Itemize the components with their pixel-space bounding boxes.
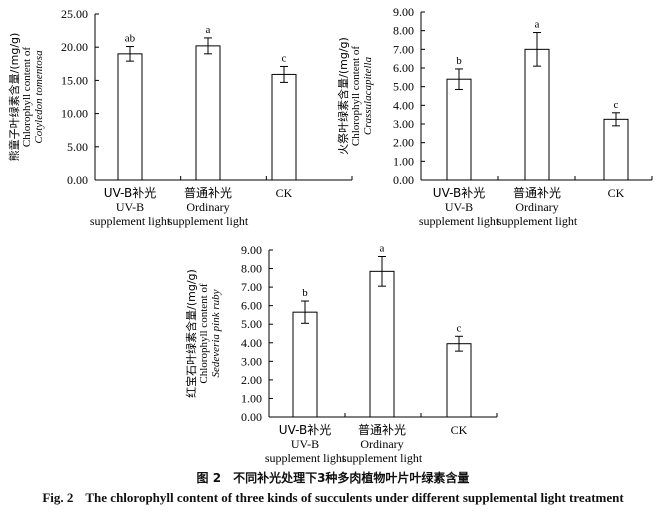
- y-tick-label: 0.00: [241, 410, 262, 424]
- y-tick-label: 15.00: [61, 73, 88, 87]
- x-category-label: CK: [276, 186, 293, 200]
- y-tick-label: 6.00: [393, 61, 414, 75]
- y-axis-label: Chlorophyll content of: [350, 46, 362, 147]
- y-axis-label: Crassulacapitella: [362, 56, 374, 135]
- y-tick-label: 3.00: [393, 117, 414, 131]
- x-category-label: UV-B补光: [433, 186, 485, 200]
- chart-panel-2: 0.00 1.00 2.00 3.00 4.00 5.00 6.00 7.00 8.00 9.00…: [336, 5, 653, 228]
- y-axis-label: 熊童子叶绿素含量/(mg/g): [7, 33, 21, 162]
- significance-letter: ab: [125, 33, 136, 45]
- bar: [369, 270, 395, 418]
- bar: [446, 78, 472, 181]
- x-category-label: CK: [608, 186, 625, 200]
- y-tick-label: 9.00: [393, 5, 414, 19]
- figure-caption-cn: 图 2 不同补光处理下3种多肉植物叶片叶绿素含量: [0, 469, 666, 486]
- bar: [271, 73, 297, 181]
- significance-letter: c: [614, 99, 619, 111]
- x-category-label: UV-B: [291, 437, 319, 451]
- x-category-label: 普通补光: [184, 186, 232, 200]
- y-axis-label: Cotyledon tomentosa: [33, 50, 45, 144]
- caption-cn-text: 不同补光处理下3种多肉植物叶片叶绿素含量: [233, 471, 470, 485]
- significance-letter: b: [302, 287, 308, 299]
- y-tick-label: 0.00: [67, 173, 88, 187]
- y-tick-label: 6.00: [241, 299, 262, 313]
- x-category-label: supplement light: [419, 214, 500, 228]
- x-category-label: Ordinary: [186, 200, 229, 214]
- y-tick-label: 2.00: [241, 373, 262, 387]
- caption-en-text: The chlorophyll content of three kinds o…: [85, 490, 624, 505]
- caption-en-number: Fig. 2: [42, 490, 74, 505]
- x-category-label: Ordinary: [515, 200, 558, 214]
- caption-cn-number: 图 2: [196, 471, 222, 485]
- y-tick-label: 4.00: [393, 98, 414, 112]
- y-tick-label: 5.00: [67, 140, 88, 154]
- bar: [292, 311, 318, 418]
- significance-letter: a: [380, 242, 385, 254]
- bar: [524, 48, 550, 181]
- y-tick-label: 1.00: [393, 154, 414, 168]
- y-tick-label: 7.00: [241, 280, 262, 294]
- x-category-label: supplement light: [342, 451, 423, 465]
- bar: [195, 45, 221, 181]
- y-tick-label: 2.00: [393, 136, 414, 150]
- chart-panel-1: 0.00 5.00 10.00 15.00 20.00 25.00 ab UV-B补光UV-B…: [7, 7, 353, 228]
- x-category-label: UV-B补光: [279, 423, 331, 437]
- bar: [603, 118, 629, 181]
- x-category-label: UV-B: [445, 200, 473, 214]
- x-category-label: supplement light: [497, 214, 578, 228]
- y-axis-label: Chlorophyll content of: [21, 47, 33, 148]
- x-category-label: 普通补光: [513, 186, 561, 200]
- y-tick-label: 0.00: [393, 173, 414, 187]
- y-tick-label: 8.00: [393, 24, 414, 38]
- significance-letter: c: [282, 52, 287, 64]
- y-tick-label: 5.00: [393, 80, 414, 94]
- significance-letter: a: [206, 24, 211, 36]
- x-category-label: supplement light: [265, 451, 346, 465]
- significance-letter: a: [535, 19, 540, 31]
- y-axis-label: 红宝石叶绿素含量/(mg/g): [184, 269, 198, 398]
- y-axis-label: Chlorophyll content of: [198, 283, 210, 384]
- y-tick-label: 5.00: [241, 317, 262, 331]
- x-category-label: 普通补光: [358, 423, 406, 437]
- chart-panel-3: 0.00 1.00 2.00 3.00 4.00 5.00 6.00 7.00 8.00 9.00…: [184, 242, 498, 465]
- y-tick-label: 1.00: [241, 391, 262, 405]
- x-category-label: UV-B补光: [104, 186, 156, 200]
- y-axis-label: 火祭叶绿素含量/(mg/g): [336, 37, 350, 155]
- significance-letter: b: [456, 55, 462, 67]
- x-category-label: UV-B: [116, 200, 144, 214]
- y-tick-label: 8.00: [241, 262, 262, 276]
- x-category-label: supplement light: [168, 214, 249, 228]
- y-tick-label: 9.00: [241, 243, 262, 257]
- y-tick-label: 10.00: [61, 107, 88, 121]
- y-tick-label: 25.00: [61, 7, 88, 21]
- y-tick-label: 3.00: [241, 354, 262, 368]
- x-category-label: supplement light: [90, 214, 171, 228]
- y-axis-label: Sedeveria pink ruby: [210, 289, 222, 377]
- significance-letter: c: [457, 322, 462, 334]
- y-tick-label: 7.00: [393, 42, 414, 56]
- y-tick-label: 20.00: [61, 40, 88, 54]
- x-category-label: Ordinary: [360, 437, 403, 451]
- figure-caption-en: Fig. 2 The chlorophyll content of three k…: [0, 490, 666, 506]
- bar: [117, 53, 143, 181]
- y-tick-label: 4.00: [241, 336, 262, 350]
- bar: [446, 343, 472, 418]
- x-category-label: CK: [451, 423, 468, 437]
